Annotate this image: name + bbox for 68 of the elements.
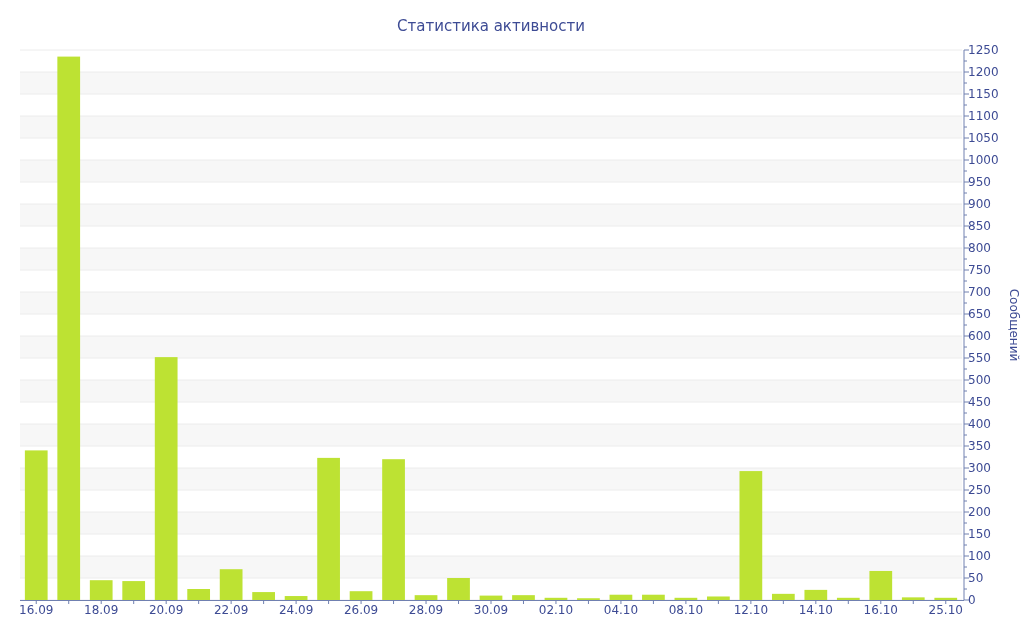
x-tick-label: 25.10: [928, 603, 963, 617]
y-tick-label: 850: [968, 219, 991, 233]
y-tick-label: 250: [968, 483, 991, 497]
x-tick-label: 22.09: [213, 603, 249, 617]
bar: [219, 569, 243, 600]
x-tick-label: 14.10: [798, 603, 834, 617]
bar: [609, 594, 633, 600]
bar: [901, 597, 925, 600]
bar: [57, 56, 81, 600]
y-tick-label: 900: [968, 197, 991, 211]
bar: [154, 357, 178, 600]
y-tick-label: 1250: [968, 43, 999, 57]
y-tick-label: 300: [968, 461, 991, 475]
y-tick-label: 500: [968, 373, 991, 387]
y-tick-label: 200: [968, 505, 991, 519]
bar: [771, 593, 795, 600]
y-tick-label: 400: [968, 417, 991, 431]
bar: [869, 570, 893, 600]
y-tick-label: 1000: [968, 153, 999, 167]
y-tick-label: 1100: [968, 109, 999, 123]
y-tick-label: 800: [968, 241, 991, 255]
bar: [349, 591, 373, 600]
bar: [414, 595, 438, 600]
y-tick-label: 1150: [968, 87, 999, 101]
bar: [252, 592, 275, 600]
x-tick-label: 16.10: [863, 603, 898, 617]
bar: [707, 596, 730, 600]
y-tick-label: 750: [968, 263, 991, 277]
bar: [317, 457, 340, 600]
bar: [804, 589, 828, 600]
y-tick-label: 1050: [968, 131, 999, 145]
bar: [122, 581, 146, 600]
y-tick-label: 0: [968, 593, 976, 607]
x-tick-label: 26.09: [343, 603, 379, 617]
y-tick-label: 550: [968, 351, 991, 365]
x-tick-label: 24.09: [278, 603, 314, 617]
x-tick-label: 28.09: [408, 603, 444, 617]
bar: [642, 594, 665, 600]
y2-axis-title: Сообщений: [1007, 288, 1021, 362]
bar: [836, 597, 860, 600]
x-tick-label: 16.09: [19, 603, 54, 617]
bar: [447, 578, 470, 600]
bar: [512, 595, 535, 600]
x-tick-label: 12.10: [733, 603, 769, 617]
bar: [934, 597, 958, 600]
y-tick-label: 700: [968, 285, 991, 299]
bar: [24, 450, 48, 600]
y-tick-label: 600: [968, 329, 991, 343]
bar: [89, 580, 113, 600]
y-tick-label: 1200: [968, 65, 999, 79]
y-tick-label: 350: [968, 439, 991, 453]
bar: [284, 596, 308, 600]
y-tick-label: 50: [968, 571, 984, 585]
y-tick-label: 450: [968, 395, 991, 409]
x-tick-label: 18.09: [84, 603, 119, 617]
y-tick-label: 150: [968, 527, 991, 541]
y-tick-label: 650: [968, 307, 991, 321]
x-tick-label: 04.10: [603, 603, 639, 617]
y-tick-label: 950: [968, 175, 991, 189]
bar: [187, 589, 211, 600]
chart-title: Статистика активности: [397, 17, 585, 35]
x-tick-label: 08.10: [668, 603, 704, 617]
x-tick-label: 20.09: [148, 603, 184, 617]
x-tick-label: 02.10: [538, 603, 574, 617]
y-tick-label: 100: [968, 549, 991, 563]
bar: [739, 471, 763, 600]
bar: [382, 459, 405, 600]
x-tick-label: 30.09: [473, 603, 509, 617]
